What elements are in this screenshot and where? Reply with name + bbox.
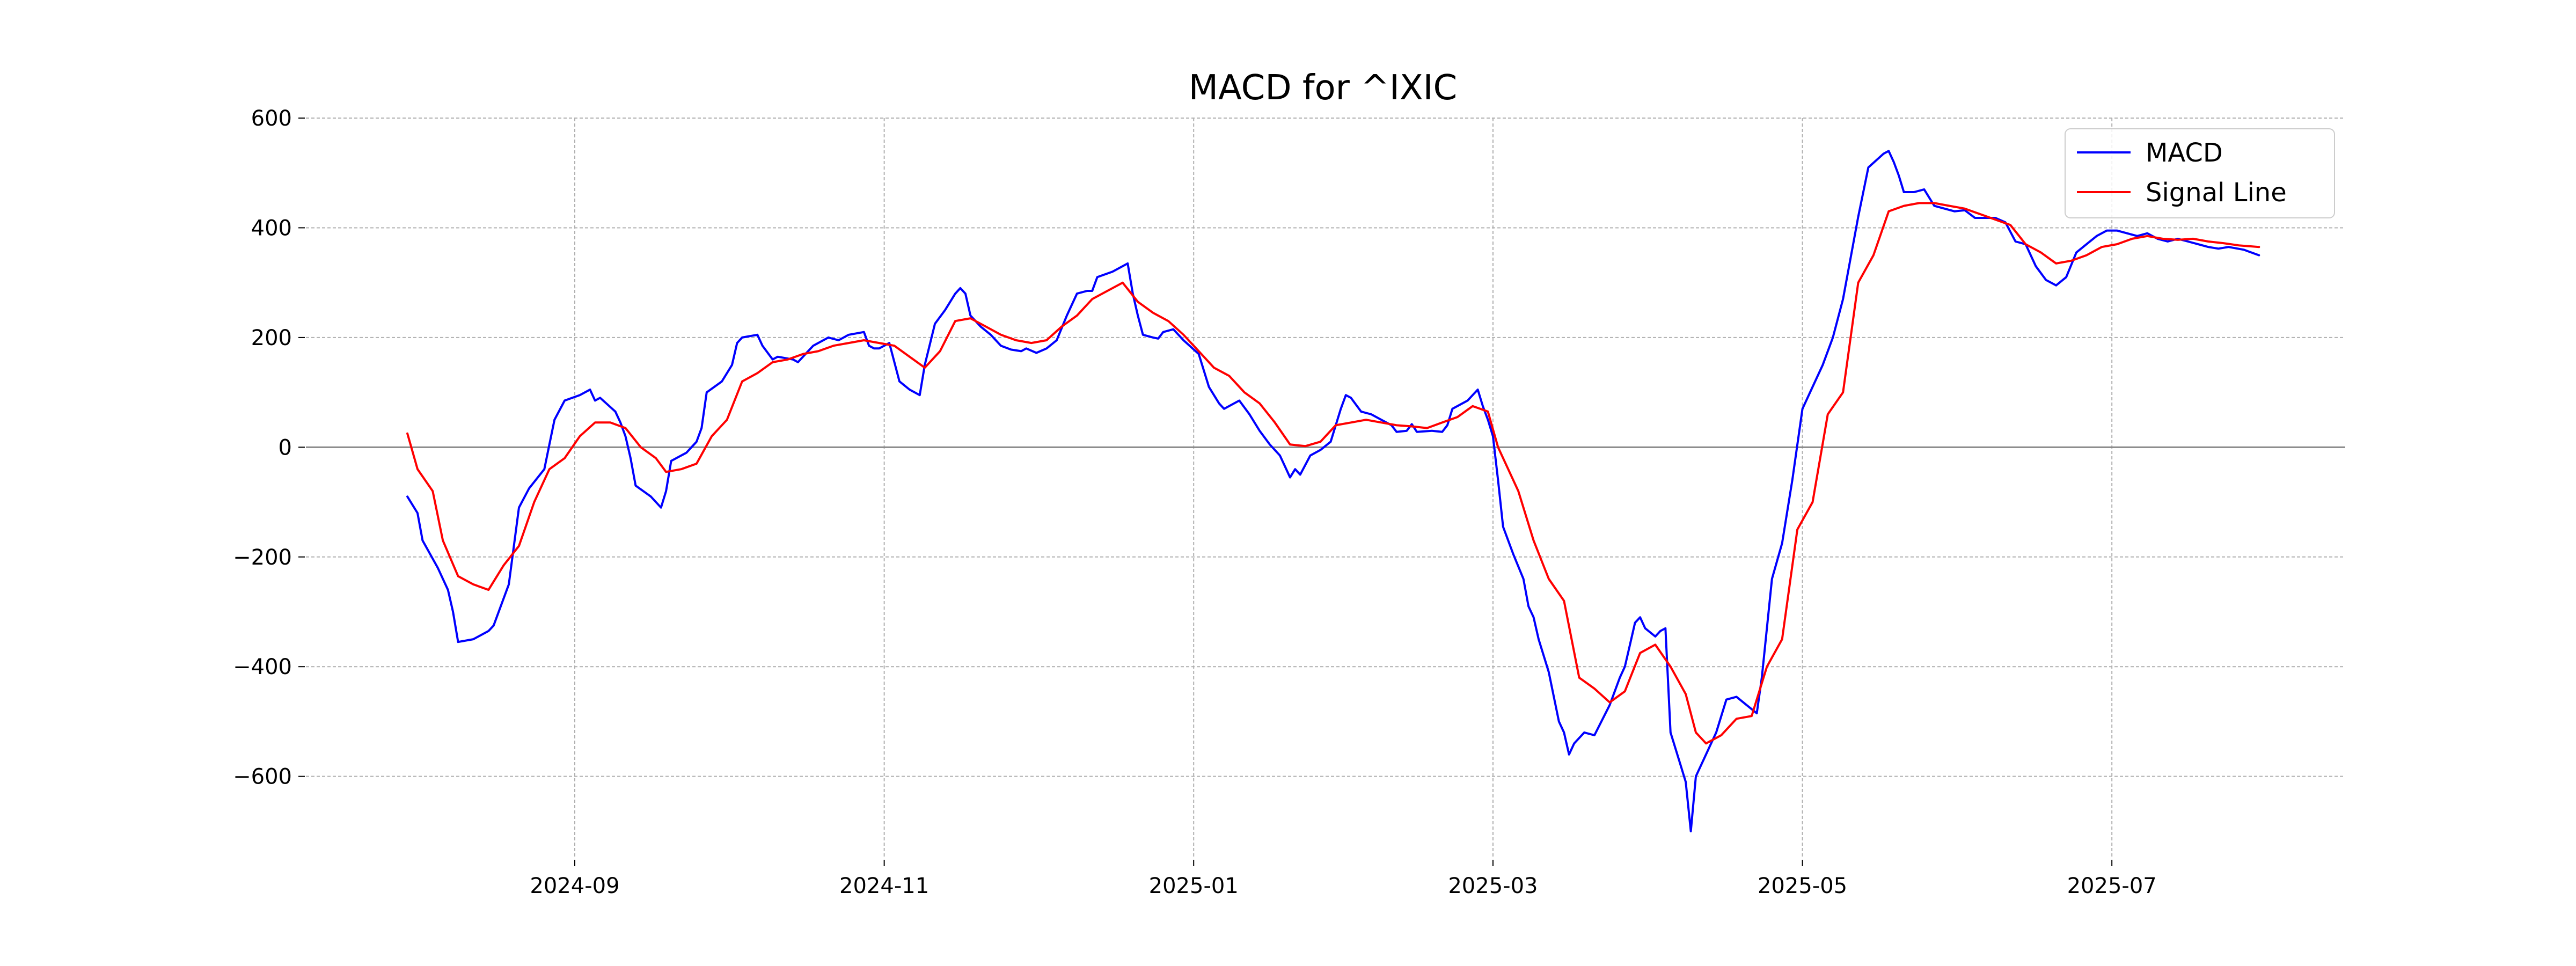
y-tick-label: −400 <box>233 655 292 679</box>
axes: −600 −400 −200 0 200 400 600 2024-09 2024-11 2025… <box>233 106 2157 898</box>
y-tick-label: −200 <box>233 545 292 570</box>
signal-line <box>406 202 2260 745</box>
legend: MACD Signal Line <box>2065 128 2335 218</box>
x-tick-label: 2025-01 <box>1149 874 1239 898</box>
legend-label: MACD <box>2146 138 2223 168</box>
x-tick-label: 2025-05 <box>1758 874 1847 898</box>
macd-line <box>406 150 2260 832</box>
series-lines <box>406 150 2260 832</box>
x-tick-label: 2025-07 <box>2067 874 2157 898</box>
x-tick-label: 2024-09 <box>530 874 619 898</box>
legend-frame <box>2065 128 2335 218</box>
y-tick-label: 200 <box>251 326 292 350</box>
y-tick-label: 400 <box>251 216 292 240</box>
y-tick-label: −600 <box>233 765 292 789</box>
chart-title: MACD for ^IXIC <box>1189 68 1457 108</box>
grid <box>306 118 2345 859</box>
legend-label: Signal Line <box>2146 178 2287 208</box>
x-tick-label: 2024-11 <box>839 874 929 898</box>
x-tick-label: 2025-03 <box>1448 874 1538 898</box>
y-tick-label: 0 <box>279 435 292 460</box>
y-tick-label: 600 <box>251 106 292 131</box>
